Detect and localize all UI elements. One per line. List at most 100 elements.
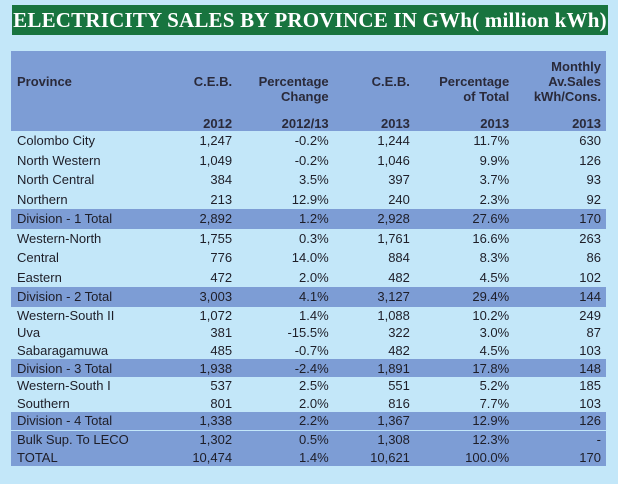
table-row: Western-South I 537 2.5% 551 5.2% 185 [11, 377, 606, 395]
table-cell: 14.0% [291, 250, 329, 266]
row-label: Western-South II [17, 307, 115, 323]
table-cell: 11.7% [473, 133, 510, 149]
page-title: ELECTRICITY SALES BY PROVINCE IN GWh( mi… [12, 5, 608, 35]
table-cell: 4.1% [299, 289, 329, 305]
table-cell: 213 [210, 191, 233, 207]
row-label: TOTAL [17, 449, 58, 465]
column-header: Province [17, 74, 72, 89]
table-cell: 2.2% [299, 413, 329, 429]
table-row: Northern 213 12.9% 240 2.3% 92 [11, 190, 606, 210]
table-cell: 1,072 [199, 307, 233, 323]
table-cell: 3,003 [199, 289, 233, 305]
table-cell: 2.3% [479, 191, 510, 207]
row-label: Division - 4 Total [17, 413, 113, 429]
table-cell: 148 [579, 360, 601, 376]
column-header [334, 89, 415, 110]
table-row: Western-North 1,755 0.3% 1,761 16.6% 263 [11, 229, 606, 249]
sales-table: Monthly Province C.E.B. Percentage C.E.B. Per… [11, 51, 606, 466]
table-cell: 103 [579, 395, 601, 411]
table-cell: 10,621 [370, 449, 410, 465]
table-cell: 170 [579, 449, 601, 465]
table-cell: 12.9% [291, 191, 329, 207]
table-cell: 0.5% [237, 429, 334, 449]
table-cell: 185 [579, 378, 601, 394]
table-cell: 27.6% [472, 211, 510, 227]
table-row: North Western 1,049 -0.2% 1,046 9.9% 126 [11, 151, 606, 171]
row-label: Southern [17, 395, 70, 411]
total-row: Division - 2 Total 3,003 4.1% 3,127 29.4% 144 [11, 287, 606, 307]
table-cell: 249 [579, 307, 601, 323]
row-label: Division - 2 Total [17, 289, 113, 305]
table-cell: 2,928 [377, 211, 410, 227]
table-cell: 397 [388, 172, 410, 188]
column-header [237, 51, 334, 74]
table-cell: 1,938 [199, 360, 233, 376]
table-cell: 1,761 [377, 230, 410, 246]
table-cell: 1,308 [333, 429, 415, 449]
table-row: North Central 384 3.5% 397 3.7% 93 [11, 170, 606, 190]
table-cell: 482 [388, 269, 410, 285]
table-cell: -0.7% [294, 342, 329, 358]
column-header: Monthly [551, 59, 601, 74]
table-cell: 4.5% [479, 342, 510, 358]
table-cell: 776 [210, 250, 233, 266]
column-header [334, 51, 415, 74]
row-label: North Central [17, 172, 95, 188]
column-header: kWh/Cons. [533, 89, 601, 104]
table-cell: 2.5% [299, 378, 329, 394]
total-row: TOTAL 10,474 1.4% 10,621 100.0% 170 [11, 448, 606, 466]
table-cell: 816 [388, 395, 410, 411]
row-label: Northern [17, 191, 68, 207]
row-label: Western-North [17, 230, 102, 246]
table-cell: 10.2% [472, 307, 510, 323]
table-cell: 2.0% [299, 395, 329, 411]
table-cell: 884 [388, 250, 410, 266]
column-header [134, 51, 237, 74]
column-header [11, 110, 134, 131]
table-cell: 322 [388, 325, 410, 341]
table-row: Central 776 14.0% 884 8.3% 86 [11, 248, 606, 268]
row-label: Division - 3 Total [17, 360, 113, 376]
table-cell: - [514, 429, 606, 449]
table-cell: 381 [210, 325, 233, 341]
total-row: Bulk Sup. To LECO 1,302 0.5% 1,308 12.3% - [11, 429, 606, 449]
total-row: Division - 4 Total 1,338 2.2% 1,367 12.9% 126 [11, 412, 606, 431]
table-cell: 16.6% [472, 230, 510, 246]
total-row: Division - 1 Total 2,892 1.2% 2,928 27.6% 170 [11, 209, 606, 229]
table-cell: 1,891 [377, 360, 410, 376]
table-header: Monthly Province C.E.B. Percentage C.E.B. Per… [11, 51, 606, 131]
table-cell: 126 [579, 413, 601, 429]
table-cell: 0.3% [299, 230, 329, 246]
table-cell: 8.3% [479, 250, 510, 266]
table-cell: -0.2% [294, 152, 329, 168]
column-header: 2013 [480, 116, 510, 131]
table-cell: 240 [388, 191, 410, 207]
table-cell: 9.9% [479, 152, 510, 168]
column-header: of Total [463, 89, 510, 104]
table-cell: 1,049 [199, 152, 233, 168]
table-row: Uva 381 -15.5% 322 3.0% 87 [11, 324, 606, 342]
row-label: Sabaragamuwa [17, 342, 109, 358]
table-cell: 1,302 [133, 429, 238, 449]
table-cell: 86 [586, 250, 601, 266]
column-header: C.E.B. [193, 74, 233, 89]
table-cell: 29.4% [472, 289, 510, 305]
table-row: Sabaragamuwa 485 -0.7% 482 4.5% 103 [11, 342, 606, 360]
table-cell: 630 [579, 133, 601, 149]
table-cell: 1,755 [199, 230, 233, 246]
table-cell: 4.5% [479, 269, 510, 285]
table-cell: 263 [579, 230, 601, 246]
table-row: Colombo City 1,247 -0.2% 1,244 11.7% 630 [11, 131, 606, 151]
table-cell: 93 [586, 172, 601, 188]
column-header: 2013 [572, 116, 601, 131]
table-cell: 2.0% [299, 269, 329, 285]
table-row: Western-South II 1,072 1.4% 1,088 10.2% 249 [11, 307, 606, 325]
table-cell: 17.8% [472, 360, 510, 376]
table-row: Southern 801 2.0% 816 7.7% 103 [11, 394, 606, 412]
column-header: Percentage [439, 74, 510, 89]
table-cell: 12.3% [414, 429, 515, 449]
header-row: Province C.E.B. Percentage C.E.B. Percentage… [11, 74, 606, 89]
row-label: Eastern [17, 269, 62, 285]
row-label: Colombo City [17, 133, 96, 149]
table-cell: 1,244 [377, 133, 410, 149]
